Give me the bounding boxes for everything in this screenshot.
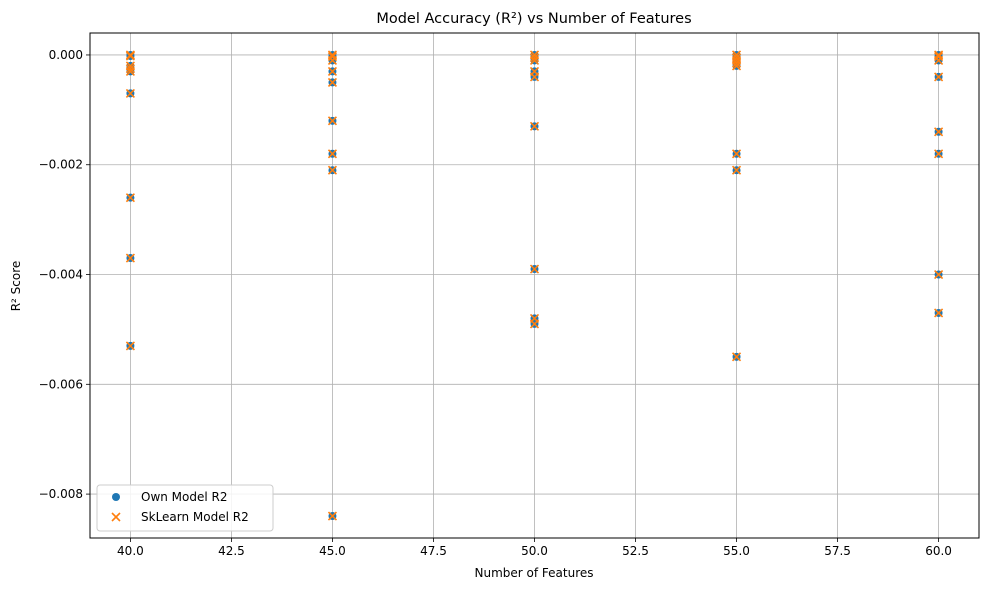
x-marker-stroke bbox=[731, 352, 742, 362]
x-tick-label: 47.5 bbox=[420, 544, 447, 558]
x-marker-stroke bbox=[327, 52, 338, 62]
axis-ticks: 40.0 42.5 45.0 47.5 50.0 52.5 55.0 57.5 60.0 0.00… bbox=[39, 48, 952, 558]
data-point bbox=[327, 66, 338, 76]
data-point bbox=[731, 352, 742, 362]
data-point bbox=[934, 127, 944, 137]
legend-box bbox=[96, 484, 274, 532]
data-point bbox=[529, 72, 540, 82]
data-point bbox=[125, 193, 135, 203]
x-marker-stroke bbox=[125, 253, 135, 263]
x-marker-stroke bbox=[934, 52, 944, 62]
x-marker-stroke bbox=[327, 511, 338, 521]
x-marker-stroke bbox=[125, 66, 135, 76]
x-tick-label: 60.0 bbox=[925, 544, 952, 558]
data-point bbox=[125, 51, 135, 61]
data-point bbox=[125, 253, 135, 263]
x-marker-stroke bbox=[327, 77, 338, 87]
legend-label: Own Model R2 bbox=[141, 490, 228, 504]
data-point bbox=[731, 149, 742, 159]
x-axis-label: Number of Features bbox=[475, 566, 594, 580]
x-marker-stroke bbox=[529, 264, 540, 274]
data-point bbox=[529, 121, 540, 131]
x-marker-stroke bbox=[327, 149, 338, 159]
x-marker-stroke bbox=[125, 341, 135, 351]
y-tick-label: −0.002 bbox=[39, 158, 83, 172]
x-marker-stroke bbox=[731, 149, 742, 159]
x-marker-stroke bbox=[731, 61, 742, 71]
x-marker-stroke bbox=[934, 269, 944, 280]
x-marker-stroke bbox=[731, 58, 742, 68]
x-marker-stroke bbox=[529, 55, 540, 66]
x-tick-label: 52.5 bbox=[622, 544, 649, 558]
x-tick-label: 57.5 bbox=[824, 544, 851, 558]
data-point bbox=[731, 58, 742, 68]
x-marker-stroke bbox=[934, 308, 944, 318]
data-point bbox=[934, 308, 944, 318]
data-point bbox=[125, 88, 135, 98]
legend-item: SkLearn Model R2 bbox=[111, 510, 249, 524]
x-marker-stroke bbox=[529, 53, 540, 63]
data-point bbox=[529, 53, 540, 63]
x-marker-stroke bbox=[327, 66, 338, 76]
legend-label: SkLearn Model R2 bbox=[141, 510, 249, 524]
y-axis-label: R² Score bbox=[9, 261, 23, 312]
x-marker-stroke bbox=[327, 116, 338, 126]
x-marker-stroke bbox=[934, 55, 944, 66]
series-2 bbox=[125, 50, 944, 521]
data-point bbox=[327, 149, 338, 159]
data-point bbox=[125, 64, 135, 74]
y-tick-label: −0.004 bbox=[39, 268, 83, 282]
data-point bbox=[529, 319, 540, 329]
data-point bbox=[731, 165, 742, 175]
x-tick-label: 42.5 bbox=[218, 544, 245, 558]
x-tick-label: 45.0 bbox=[319, 544, 346, 558]
data-point bbox=[327, 55, 338, 66]
data-point bbox=[327, 77, 338, 87]
legend-marker bbox=[112, 493, 120, 501]
x-marker-stroke bbox=[934, 127, 944, 137]
legend-marker bbox=[111, 512, 121, 522]
y-tick-label: −0.006 bbox=[39, 377, 83, 391]
x-marker-stroke bbox=[111, 512, 121, 522]
x-marker-stroke bbox=[327, 55, 338, 66]
grid bbox=[90, 33, 979, 538]
x-tick-label: 55.0 bbox=[723, 544, 750, 558]
x-marker-stroke bbox=[327, 165, 338, 175]
x-marker-stroke bbox=[934, 149, 944, 159]
y-tick-label: −0.008 bbox=[39, 487, 83, 501]
x-tick-label: 40.0 bbox=[117, 544, 144, 558]
y-tick-label: 0.000 bbox=[49, 48, 83, 62]
data-point bbox=[934, 149, 944, 159]
x-marker-stroke bbox=[934, 72, 944, 82]
data-point bbox=[934, 52, 944, 62]
x-marker-stroke bbox=[529, 319, 540, 329]
x-marker-stroke bbox=[125, 51, 135, 61]
data-point bbox=[125, 66, 135, 76]
data-point bbox=[327, 511, 338, 521]
x-marker-stroke bbox=[529, 121, 540, 131]
data-point bbox=[731, 61, 742, 71]
chart-title: Model Accuracy (R²) vs Number of Feature… bbox=[376, 11, 691, 27]
data-point bbox=[327, 116, 338, 126]
x-marker-stroke bbox=[731, 165, 742, 175]
data-point bbox=[327, 165, 338, 175]
x-marker-stroke bbox=[125, 64, 135, 74]
legend-item: Own Model R2 bbox=[112, 490, 228, 504]
data-markers bbox=[125, 50, 944, 521]
data-point bbox=[529, 264, 540, 274]
x-marker-stroke bbox=[529, 72, 540, 82]
x-tick-label: 50.0 bbox=[521, 544, 548, 558]
data-point bbox=[934, 55, 944, 66]
data-point bbox=[934, 269, 944, 280]
data-point bbox=[327, 52, 338, 62]
legend: Own Model R2 SkLearn Model R2 bbox=[96, 484, 274, 532]
x-marker-stroke bbox=[125, 193, 135, 203]
data-point bbox=[125, 341, 135, 351]
data-point bbox=[934, 72, 944, 82]
x-marker-stroke bbox=[125, 88, 135, 98]
data-point bbox=[529, 55, 540, 66]
